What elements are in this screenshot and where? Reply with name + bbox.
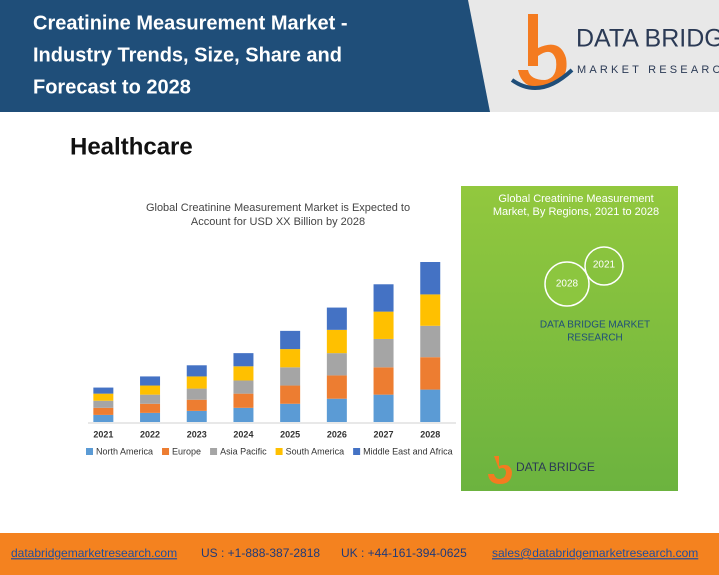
x-tick-label: 2025 bbox=[280, 429, 300, 439]
header-title: Creatinine Measurement Market - bbox=[33, 12, 348, 34]
bar-segment bbox=[420, 357, 441, 390]
logo-icon bbox=[518, 14, 567, 89]
side-panel bbox=[461, 186, 678, 491]
panel-logo: DATA BRIDGE bbox=[516, 460, 595, 474]
bar-segment bbox=[93, 407, 114, 415]
bar-segment bbox=[140, 376, 161, 386]
bar-segment bbox=[186, 365, 207, 377]
bar-segment bbox=[280, 367, 301, 386]
footer-band bbox=[0, 533, 719, 575]
year-label: 2021 bbox=[593, 260, 616, 271]
bar-segment bbox=[373, 338, 394, 368]
bar-segment bbox=[233, 353, 254, 367]
logo: DATA BRIDGE MARKET RESEARCH bbox=[510, 14, 719, 90]
bar-segment bbox=[93, 400, 114, 408]
panel-logo-icon bbox=[488, 456, 512, 484]
bar-segment bbox=[186, 399, 207, 411]
footer-link[interactable]: databridgemarketresearch.com bbox=[11, 546, 177, 560]
year-label: 2028 bbox=[556, 279, 579, 290]
panel-brand: DATA BRIDGE MARKET bbox=[540, 320, 650, 331]
bar-segment bbox=[280, 403, 301, 422]
bar-segment bbox=[280, 385, 301, 404]
chart-title: Account for USD XX Billion by 2028 bbox=[191, 216, 365, 228]
bar-segment bbox=[93, 393, 114, 401]
bar-segment bbox=[326, 307, 347, 330]
legend-label: Asia Pacific bbox=[220, 446, 267, 456]
bar-segment bbox=[326, 375, 347, 399]
logo-name: DATA BRIDGE bbox=[576, 25, 719, 53]
bar-segment bbox=[186, 376, 207, 389]
chart: 2021 2022 2023 2024 2025 2026 2027 2028 North Am… bbox=[86, 262, 453, 456]
logo-area bbox=[440, 0, 719, 112]
bar-segment bbox=[93, 387, 114, 394]
bar-segment bbox=[373, 284, 394, 312]
bar-segment bbox=[420, 389, 441, 422]
bar-segment bbox=[93, 414, 114, 422]
bar-segment bbox=[373, 367, 394, 395]
legend-swatch bbox=[275, 448, 283, 455]
bar-segment bbox=[420, 294, 441, 326]
legend-label: North America bbox=[96, 446, 153, 456]
x-tick-label: 2023 bbox=[187, 429, 207, 439]
bar-segment bbox=[186, 410, 207, 422]
bar-segment bbox=[280, 330, 301, 350]
section-title: Healthcare bbox=[70, 133, 193, 160]
bar-segment bbox=[420, 325, 441, 358]
header-title: Industry Trends, Size, Share and bbox=[33, 44, 342, 66]
x-tick-label: 2027 bbox=[374, 429, 394, 439]
bar-segment bbox=[186, 388, 207, 400]
panel-brand: RESEARCH bbox=[567, 333, 623, 344]
bar-segment bbox=[140, 394, 161, 404]
bar-segment bbox=[326, 353, 347, 376]
bar-segment bbox=[280, 349, 301, 368]
panel-title: Market, By Regions, 2021 to 2028 bbox=[493, 206, 659, 218]
bar-segment bbox=[233, 380, 254, 394]
legend-swatch bbox=[353, 448, 361, 455]
bar-segment bbox=[140, 412, 161, 422]
logo-swoosh bbox=[510, 68, 574, 90]
x-tick-label: 2022 bbox=[140, 429, 160, 439]
x-tick-label: 2021 bbox=[93, 429, 113, 439]
legend-swatch bbox=[86, 448, 93, 455]
header-band bbox=[0, 0, 490, 112]
footer-phone: UK : +44-161-394-0625 bbox=[341, 546, 467, 560]
x-tick-label: 2026 bbox=[327, 429, 347, 439]
bar-segment bbox=[233, 366, 254, 381]
bar-segment bbox=[373, 311, 394, 339]
bar-segment bbox=[233, 393, 254, 408]
footer-link[interactable]: sales@databridgemarketresearch.com bbox=[492, 546, 698, 560]
header-title: Forecast to 2028 bbox=[33, 76, 191, 98]
year-circle bbox=[544, 261, 590, 307]
bar-segment bbox=[140, 403, 161, 413]
bar-segment bbox=[140, 385, 161, 395]
panel-title: Global Creatinine Measurement bbox=[498, 193, 653, 205]
logo-tagline: MARKET RESEARCH bbox=[577, 64, 719, 76]
legend-label: South America bbox=[286, 446, 345, 456]
footer-phone: US : +1-888-387-2818 bbox=[201, 546, 320, 560]
bar-segment bbox=[326, 329, 347, 354]
bar-segment bbox=[420, 262, 441, 295]
x-tick-label: 2024 bbox=[233, 429, 253, 439]
legend-swatch bbox=[162, 448, 170, 455]
bar-segment bbox=[233, 407, 254, 422]
legend-label: Europe bbox=[172, 446, 201, 456]
bar-segment bbox=[373, 394, 394, 422]
x-tick-label: 2028 bbox=[420, 429, 440, 439]
year-circle bbox=[584, 246, 624, 286]
legend-label: Middle East and Africa bbox=[363, 446, 453, 456]
chart-title: Global Creatinine Measurement Market is … bbox=[146, 202, 410, 214]
legend-swatch bbox=[210, 448, 218, 455]
bar-segment bbox=[326, 398, 347, 422]
